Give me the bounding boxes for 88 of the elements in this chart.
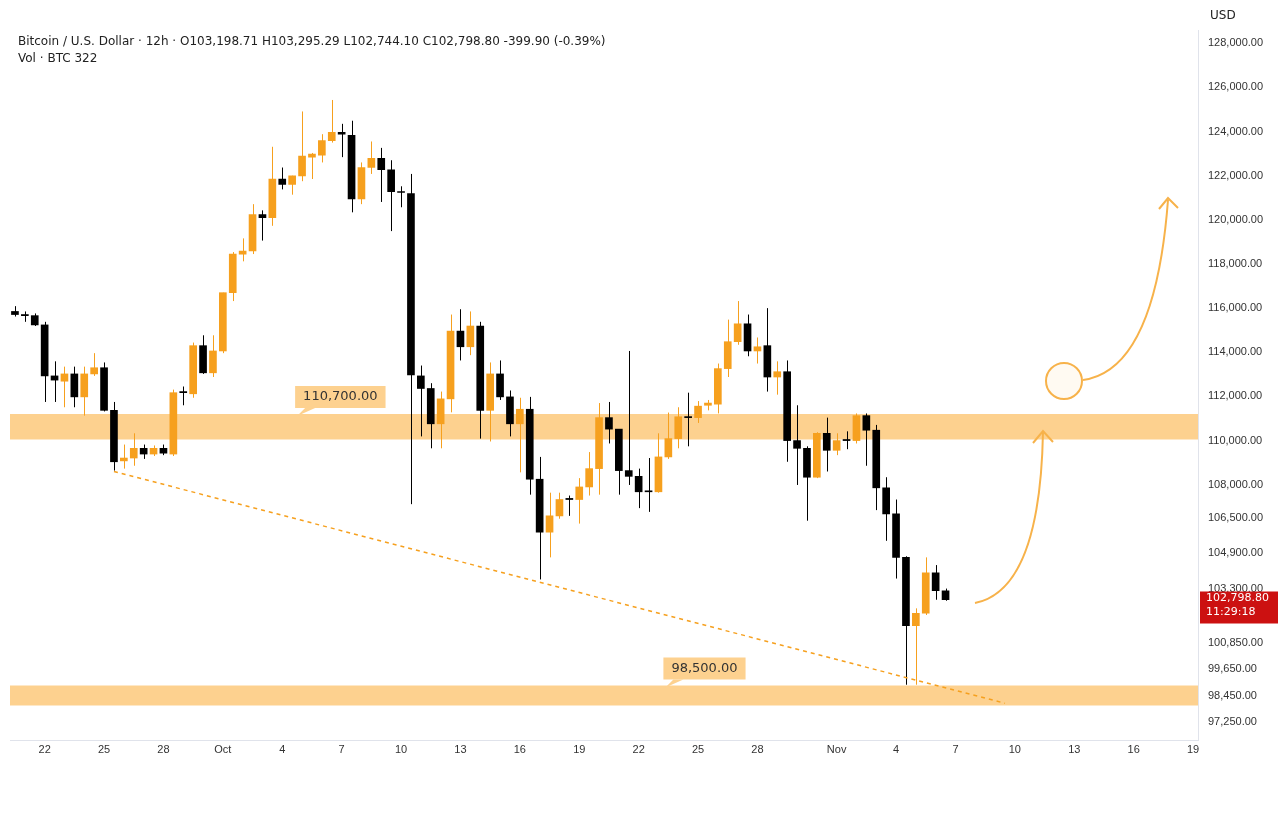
y-tick-label: 110,000.00 [1208, 433, 1263, 446]
band-label: 110,700.00 [303, 388, 378, 404]
candlestick [327, 99, 336, 144]
candlestick [931, 564, 940, 601]
y-tick-label: 112,000.00 [1208, 389, 1263, 402]
x-tick-label: Oct [214, 743, 232, 756]
candlestick [545, 492, 554, 558]
y-tick-label: 103,300.00 [1208, 581, 1264, 594]
y-tick-label: 116,000.00 [1208, 301, 1263, 314]
y-tick-label: 106,500.00 [1208, 510, 1264, 523]
x-tick-label: 22 [38, 743, 51, 756]
y-tick-label: 120,000.00 [1208, 212, 1264, 225]
y-tick-label: 118,000.00 [1208, 257, 1263, 270]
candlestick [832, 432, 841, 456]
candlestick [80, 366, 89, 417]
x-tick-label: 28 [751, 743, 764, 756]
y-tick-label: 98,450.00 [1208, 688, 1257, 701]
y-tick-label: 114,000.00 [1208, 345, 1263, 358]
candlestick [337, 123, 346, 158]
x-tick-label: 4 [279, 743, 286, 756]
candlestick [417, 365, 425, 437]
x-tick-label: 19 [1186, 743, 1200, 756]
candlestick [387, 159, 395, 232]
candlestick [565, 495, 574, 517]
candlestick [377, 147, 386, 203]
candlestick [278, 167, 287, 190]
chart-title: Bitcoin / U.S. Dollar · 12h · O103,198.71 H103,295.29 L102,744.10 C102,798.80 -399.90 (-0.39%) [18, 34, 606, 49]
band-label: 98,500.00 [671, 659, 738, 675]
candlestick [912, 607, 920, 686]
candlestick [555, 492, 564, 520]
x-tick-label: 7 [952, 743, 959, 756]
candlestick [822, 417, 831, 472]
candlestick [733, 300, 742, 346]
candlestick [298, 110, 306, 182]
x-tick-label: 10 [394, 743, 408, 756]
candlestick [644, 457, 653, 513]
candlestick [129, 432, 138, 467]
x-tick-label: 16 [513, 743, 526, 756]
x-tick-label: 22 [632, 743, 645, 756]
candlestick [674, 406, 683, 449]
x-tick-label: 16 [1127, 743, 1140, 756]
y-tick-label: 124,000.00 [1208, 124, 1264, 137]
candlestick [209, 334, 217, 378]
y-tick-label: 128,000.00 [1208, 36, 1264, 49]
candlestick [684, 392, 692, 447]
candlestick [575, 477, 584, 525]
y-tick-label: 100,850.00 [1208, 635, 1264, 648]
y-tick-label: 126,000.00 [1208, 80, 1264, 93]
candlestick [793, 404, 801, 486]
text: 102,798.80 11:29:18 [1206, 591, 1269, 619]
y-axis-title: USD [1210, 8, 1236, 23]
candlestick [664, 412, 673, 460]
text: Vol · BTC 322 [18, 51, 98, 66]
y-tick-label: 97,250.00 [1208, 715, 1257, 728]
candlestick [456, 308, 465, 361]
candlestick [179, 386, 188, 406]
candlestick [605, 401, 613, 444]
x-tick-label: 28 [157, 743, 170, 756]
x-tick-label: 13 [454, 743, 467, 756]
y-tick-label: 122,000.00 [1208, 168, 1264, 181]
x-tick-label: 7 [338, 743, 345, 756]
x-tick-label: 25 [97, 743, 111, 756]
x-tick-label: Nov [826, 743, 847, 756]
x-tick-label: 4 [892, 743, 900, 756]
y-tick-label: 104,900.00 [1208, 546, 1264, 559]
candlestick [90, 352, 98, 377]
candlestick [753, 337, 762, 365]
candlestick [318, 133, 326, 163]
x-tick-label: 13 [1068, 743, 1081, 756]
candlestick [496, 359, 504, 401]
candlestick [694, 400, 702, 424]
candlestick [60, 366, 69, 408]
candlestick [516, 397, 524, 473]
candlestick [773, 360, 782, 396]
candlestick [862, 412, 871, 467]
y-tick-label: 108,000.00 [1208, 477, 1264, 490]
y-tick-label: 99,650.00 [1208, 662, 1257, 675]
candlestick [585, 451, 593, 497]
candlestick [624, 350, 633, 486]
candlestick [634, 468, 643, 509]
x-tick-label: 19 [573, 743, 586, 756]
candlestick [21, 310, 29, 323]
candlestick [367, 140, 376, 175]
candlestick [466, 310, 475, 356]
x-tick-label: 10 [1008, 743, 1021, 756]
candlestick [397, 185, 405, 208]
x-tick-label: 25 [691, 743, 705, 756]
candlestick [258, 209, 267, 242]
